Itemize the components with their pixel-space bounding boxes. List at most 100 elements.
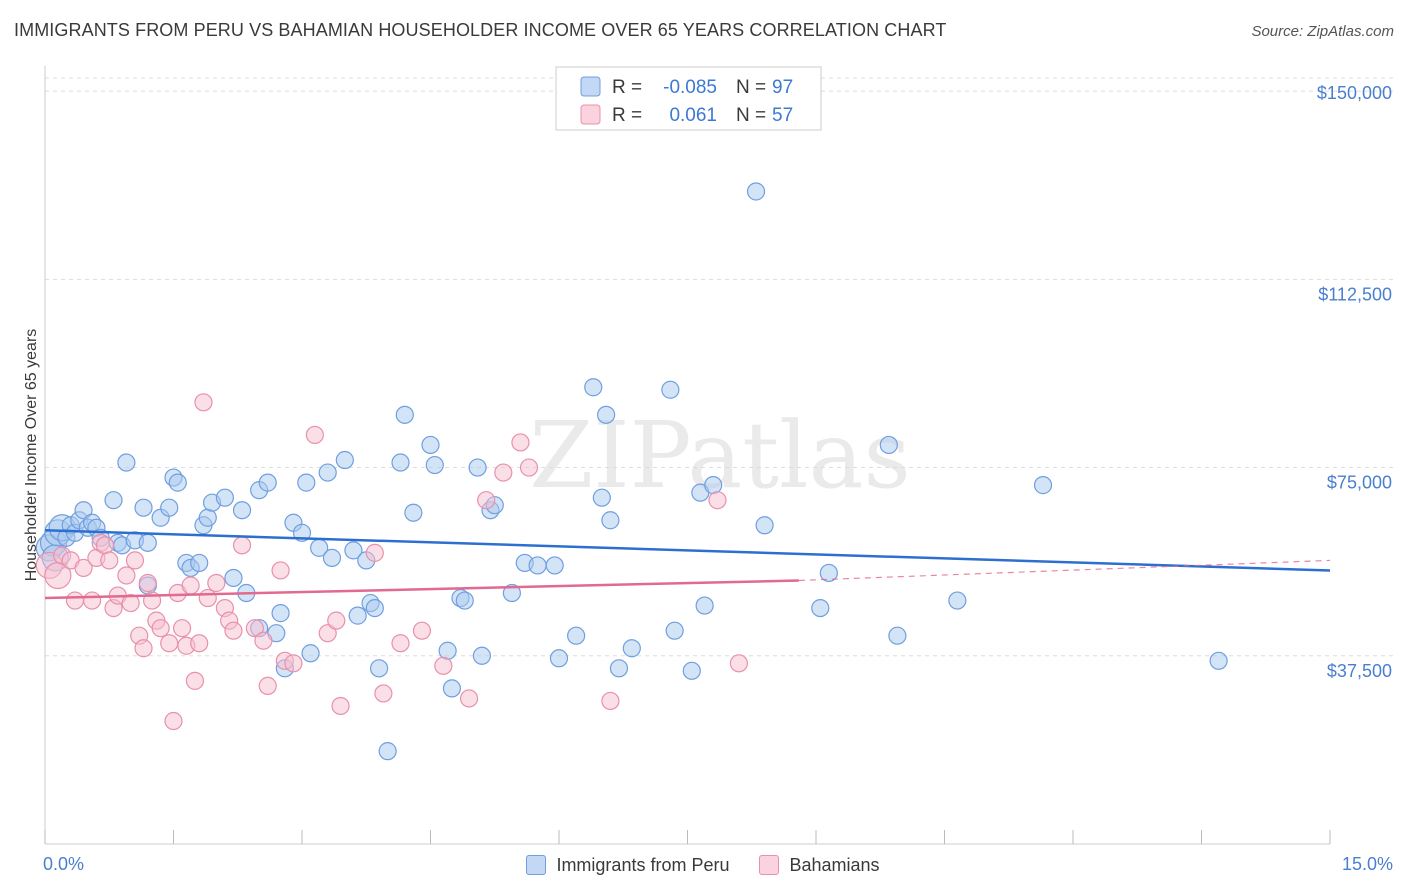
- legend-r-label: R =: [612, 105, 642, 126]
- legend-swatch-bahamians: [759, 855, 780, 875]
- data-point: [395, 405, 414, 424]
- data-point: [194, 393, 213, 412]
- data-point: [601, 511, 620, 530]
- data-point: [592, 488, 611, 507]
- data-point: [121, 593, 140, 613]
- data-point: [511, 433, 530, 452]
- data-point: [95, 536, 115, 555]
- data-point: [948, 591, 967, 610]
- data-point: [1209, 651, 1228, 670]
- data-point: [117, 453, 136, 472]
- data-point: [160, 634, 179, 653]
- data-point: [412, 621, 432, 640]
- stats-legend: R = -0.085 N = 97 R = 0.061 N = 57: [555, 66, 822, 131]
- data-point: [125, 551, 145, 570]
- data-point: [879, 435, 898, 455]
- data-point: [301, 644, 320, 663]
- data-point: [549, 649, 569, 668]
- data-point: [335, 450, 354, 470]
- legend-item-peru: Immigrants from Peru: [526, 855, 729, 876]
- data-point: [545, 556, 564, 575]
- data-point: [134, 498, 153, 517]
- data-point: [190, 553, 209, 573]
- trend-line-peru: [44, 529, 1331, 572]
- y-tick-label: $112,500: [1318, 284, 1392, 304]
- data-point: [271, 604, 290, 623]
- data-point: [519, 458, 539, 477]
- data-point: [365, 598, 384, 618]
- legend-label-bahamians: Bahamians: [789, 854, 880, 875]
- data-point: [494, 463, 513, 482]
- data-point: [254, 631, 273, 650]
- legend-n-value: 97: [772, 77, 793, 98]
- data-point: [811, 598, 830, 618]
- data-point: [729, 654, 749, 673]
- data-point: [455, 591, 474, 610]
- data-point: [348, 606, 367, 625]
- data-point: [331, 696, 350, 716]
- data-point: [224, 568, 243, 588]
- data-point: [318, 463, 337, 482]
- data-point: [271, 561, 290, 580]
- data-point: [198, 508, 217, 527]
- y-tick-label: $150,000: [1317, 83, 1392, 103]
- data-point: [404, 503, 423, 522]
- data-point: [74, 501, 93, 520]
- legend-r-value: -0.085: [663, 77, 717, 98]
- legend-item-bahamians: Bahamians: [759, 854, 880, 876]
- y-tick-label: $37,500: [1327, 661, 1392, 681]
- data-point: [468, 458, 487, 477]
- data-point: [438, 641, 457, 660]
- data-point: [601, 691, 620, 711]
- data-point: [622, 639, 641, 658]
- data-point: [502, 583, 521, 603]
- y-tick-labels: $37,500 $75,000 $112,500 $150,000: [1317, 83, 1392, 681]
- legend-swatch-peru: [526, 855, 547, 875]
- legend-n-label: N =: [736, 105, 766, 126]
- data-point: [168, 473, 187, 492]
- data-point: [232, 536, 252, 555]
- data-point: [297, 473, 316, 492]
- data-point: [181, 576, 200, 595]
- data-point: [74, 558, 93, 578]
- data-point: [528, 556, 547, 575]
- trend-line-bahamians: [44, 579, 799, 600]
- data-point: [391, 453, 410, 472]
- data-point: [245, 619, 264, 638]
- data-point: [151, 619, 170, 638]
- trend-lines: [44, 529, 1331, 600]
- source-note: Source: ZipAtlas.com: [1251, 23, 1394, 40]
- data-point: [104, 491, 123, 510]
- data-point: [224, 621, 243, 640]
- data-point: [284, 654, 303, 673]
- data-point: [597, 405, 616, 424]
- data-point: [567, 626, 586, 645]
- legend-label-peru: Immigrants from Peru: [556, 854, 730, 875]
- data-point: [172, 619, 192, 638]
- legend-swatch: [580, 76, 601, 97]
- data-point: [160, 498, 179, 517]
- data-point: [134, 639, 153, 658]
- trend-line-bahamians-extrapolated: [798, 559, 1331, 582]
- data-point: [65, 591, 85, 610]
- legend-swatch: [580, 104, 601, 125]
- data-point: [819, 563, 838, 583]
- data-point: [421, 435, 440, 455]
- data-point: [391, 634, 410, 653]
- data-point: [665, 621, 684, 640]
- data-point: [83, 591, 102, 610]
- data-point: [370, 659, 389, 678]
- data-point: [322, 548, 342, 567]
- gridlines: [45, 77, 1395, 657]
- data-point: [746, 182, 766, 201]
- data-point: [477, 491, 496, 510]
- data-point: [138, 573, 157, 593]
- watermark: ZIPatlas: [529, 402, 910, 509]
- data-point: [164, 711, 183, 731]
- legend-r-label: R =: [612, 77, 642, 98]
- data-point: [258, 473, 277, 492]
- data-point: [327, 611, 346, 630]
- data-point: [365, 543, 384, 562]
- data-point: [232, 501, 252, 520]
